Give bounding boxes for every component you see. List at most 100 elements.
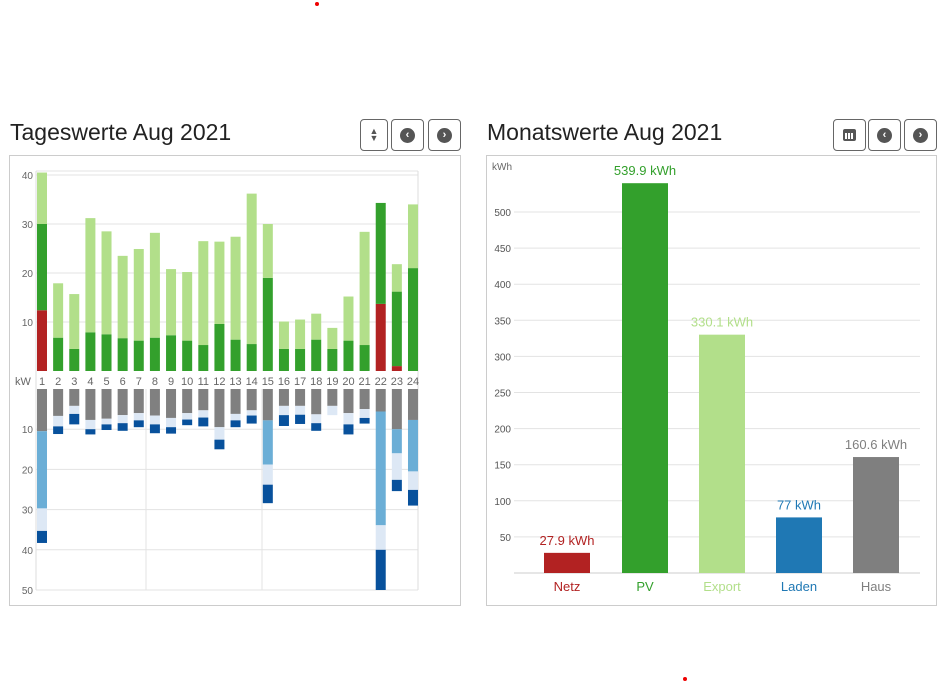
bar-laden-2 [117, 415, 128, 424]
bar-pv [262, 277, 273, 371]
calendar-button[interactable] [833, 119, 866, 151]
bar-laden-2 [246, 410, 257, 416]
bar-laden-2 [359, 409, 370, 418]
bar-export [407, 204, 418, 269]
bar-haus [182, 389, 193, 414]
calendar-icon [843, 129, 856, 141]
bar-export [117, 255, 128, 339]
bar-laden-3 [295, 414, 306, 424]
daily-prev-button[interactable]: ‹ [391, 119, 424, 151]
bar-pv [166, 335, 177, 371]
bar-export [230, 236, 241, 340]
y-tick-label: 450 [494, 244, 511, 255]
x-tick-label: 11 [198, 376, 209, 388]
data-label: 330.1 kWh [691, 315, 753, 330]
y-tick-label: 350 [494, 316, 511, 327]
bar-laden-3 [198, 417, 209, 427]
x-tick-label: 14 [246, 376, 258, 388]
y-tick-label: 10 [22, 425, 34, 436]
x-tick-label: 7 [136, 376, 142, 388]
y-unit-label: kWh [492, 162, 512, 173]
bar-laden [776, 517, 822, 573]
y-tick-label: 20 [22, 269, 34, 280]
y-tick-label: 30 [22, 506, 34, 517]
bar-laden-3 [166, 427, 177, 434]
bar-laden [391, 429, 402, 454]
x-tick-label: Netz [554, 579, 581, 594]
bar-laden-2 [375, 525, 386, 550]
x-tick-label: 20 [342, 376, 354, 388]
bar-pv [37, 224, 47, 311]
data-label: 539.9 kWh [614, 163, 676, 178]
bar-laden-2 [407, 471, 418, 490]
bar-export [262, 224, 273, 278]
bar-pv [359, 345, 370, 371]
bar-pv [214, 323, 225, 371]
y-tick-label: 30 [22, 220, 34, 231]
y-tick-label: 50 [22, 586, 34, 597]
bar-laden-3 [69, 413, 80, 425]
bar-pv [311, 339, 322, 371]
bar-export [182, 272, 193, 341]
x-tick-label: 8 [152, 376, 158, 388]
bar-laden-2 [230, 413, 241, 421]
bar-netz [37, 310, 47, 371]
bar-haus [149, 389, 160, 416]
y-tick-label: 50 [500, 533, 512, 544]
bar-netz [391, 366, 402, 371]
x-tick-label: 18 [310, 376, 322, 388]
bar-laden-3 [133, 420, 144, 428]
bar-laden-2 [311, 414, 322, 424]
bar-haus [166, 389, 177, 418]
x-tick-label: 17 [294, 376, 306, 388]
bar-laden [407, 419, 418, 472]
bar-export [53, 283, 64, 338]
bar-laden-2 [85, 419, 96, 430]
bar-netz [375, 303, 386, 371]
bar-export [246, 193, 257, 345]
bar-pv [391, 291, 402, 367]
bar-pv [327, 348, 338, 371]
bar-pv [69, 348, 80, 371]
x-tick-label: 4 [87, 376, 93, 388]
daily-chart-panel [9, 155, 461, 606]
bar-export [699, 334, 745, 573]
daily-next-button[interactable]: › [428, 119, 461, 151]
bar-laden-2 [182, 413, 193, 420]
bar-pv [407, 268, 418, 371]
bar-haus [53, 389, 64, 416]
bar-pv [182, 340, 193, 371]
bar-laden [37, 431, 47, 509]
bar-laden-2 [133, 413, 144, 421]
x-tick-label: Export [703, 579, 741, 594]
chevron-right-icon: › [913, 127, 928, 143]
bar-export [69, 294, 80, 349]
sort-toggle-button[interactable]: ▲ ▼ [360, 119, 388, 151]
bar-laden-3 [182, 419, 193, 426]
bar-laden-2 [327, 405, 338, 416]
y-tick-label: 250 [494, 389, 511, 400]
bar-laden-2 [149, 415, 160, 425]
daily-title: Tageswerte Aug 2021 [10, 119, 232, 145]
bar-laden-3 [359, 417, 370, 424]
bar-pv [246, 344, 257, 371]
bar-laden-3 [117, 423, 128, 431]
bar-laden-3 [149, 424, 160, 434]
x-tick-label: Laden [781, 579, 817, 594]
bar-pv [117, 338, 128, 371]
bar-export [101, 231, 112, 335]
marker-dot [315, 2, 319, 6]
x-tick-label: 23 [391, 376, 403, 388]
bar-laden-3 [407, 489, 418, 506]
bar-laden-2 [166, 417, 177, 428]
bar-haus [214, 389, 225, 428]
monthly-next-button[interactable]: › [904, 119, 937, 151]
sort-icon: ▲ ▼ [369, 126, 379, 143]
bar-pv [622, 183, 668, 573]
bar-export [198, 241, 209, 346]
bar-export [327, 327, 338, 349]
data-label: 77 kWh [777, 497, 821, 512]
bar-pv [149, 337, 160, 371]
monthly-prev-button[interactable]: ‹ [868, 119, 901, 151]
